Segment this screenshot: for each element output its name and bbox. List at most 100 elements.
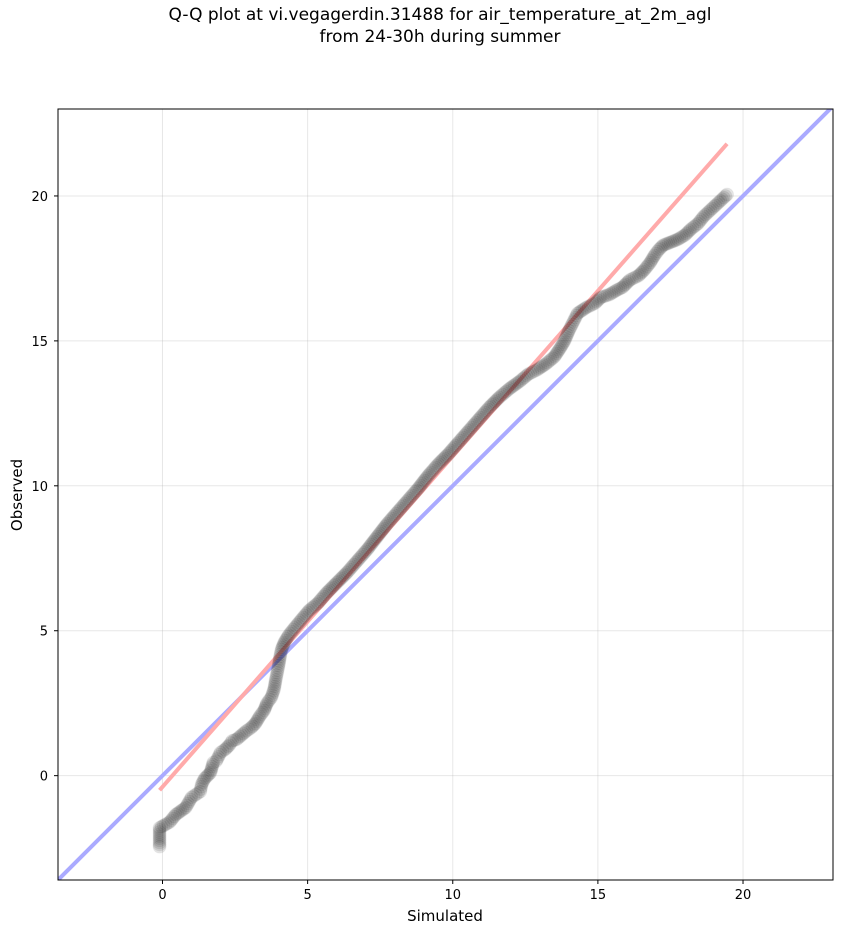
data-point — [334, 571, 349, 586]
data-point — [466, 418, 481, 433]
data-point — [380, 516, 395, 531]
data-point — [701, 204, 716, 219]
data-point — [480, 402, 495, 417]
data-point — [347, 557, 362, 572]
data-point — [394, 499, 409, 514]
data-point — [460, 425, 475, 440]
data-point — [504, 380, 519, 395]
data-point — [305, 600, 320, 615]
data-point — [374, 524, 389, 539]
data-point — [641, 257, 656, 272]
data-point — [611, 282, 626, 297]
data-point — [555, 337, 570, 352]
data-point — [267, 681, 282, 696]
data-point — [262, 692, 277, 707]
data-point — [182, 794, 197, 809]
data-point — [203, 765, 218, 780]
y-axis-label: Observed — [8, 459, 26, 531]
data-point — [550, 344, 565, 359]
data-point — [409, 483, 424, 498]
data-point — [370, 529, 385, 544]
data-point — [581, 299, 596, 314]
data-point — [354, 549, 369, 564]
data-point — [631, 268, 646, 283]
data-point — [339, 565, 354, 580]
data-point — [232, 729, 247, 744]
data-point — [450, 436, 465, 451]
data-point — [619, 275, 634, 290]
data-point — [613, 281, 628, 296]
data-point — [390, 504, 405, 519]
data-point — [375, 523, 390, 538]
data-point — [250, 712, 265, 727]
data-point — [653, 241, 668, 256]
data-point — [650, 244, 665, 259]
data-point — [490, 391, 505, 406]
data-point — [400, 493, 415, 508]
data-point — [241, 722, 256, 737]
data-point — [444, 443, 459, 458]
data-point — [272, 654, 287, 669]
data-point — [477, 405, 492, 420]
data-point — [273, 647, 288, 662]
y-tick-label: 0 — [40, 770, 48, 785]
data-point — [463, 422, 478, 437]
data-point — [158, 817, 173, 832]
data-point — [646, 250, 661, 265]
data-point — [695, 211, 710, 226]
data-point — [559, 329, 574, 344]
data-point — [418, 471, 433, 486]
data-point — [670, 232, 685, 247]
data-point — [484, 397, 499, 412]
data-point — [634, 265, 649, 280]
data-point — [651, 242, 666, 257]
data-point — [691, 216, 706, 231]
data-point — [315, 591, 330, 606]
data-point — [455, 430, 470, 445]
data-point — [371, 527, 386, 542]
data-point — [186, 788, 201, 803]
data-point — [342, 562, 357, 577]
data-point — [290, 617, 305, 632]
data-point — [454, 432, 469, 447]
data-point — [177, 801, 192, 816]
data-point — [422, 467, 437, 482]
data-point — [270, 663, 285, 678]
data-point — [257, 703, 272, 718]
data-point — [277, 635, 292, 650]
y-tick-label: 15 — [31, 335, 48, 350]
data-point — [458, 427, 473, 442]
data-point — [434, 454, 449, 469]
data-point — [692, 214, 707, 229]
data-point — [648, 246, 663, 261]
data-point — [165, 811, 180, 826]
data-point — [286, 622, 301, 637]
data-point — [560, 327, 575, 342]
data-point — [558, 331, 573, 346]
chart-title: Q-Q plot at vi.vegagerdin.31488 for air_… — [0, 4, 843, 48]
data-point — [570, 306, 585, 321]
data-point — [291, 615, 306, 630]
data-point — [341, 564, 356, 579]
data-point — [329, 575, 344, 590]
data-point — [271, 658, 286, 673]
data-point — [531, 361, 546, 376]
data-point — [432, 455, 447, 470]
data-point — [357, 545, 372, 560]
data-point — [173, 804, 188, 819]
data-point — [227, 733, 242, 748]
data-point — [700, 206, 715, 221]
chart-title-line-2: from 24-30h during summer — [319, 27, 561, 47]
data-point — [365, 536, 380, 551]
data-point — [178, 800, 193, 815]
data-point — [152, 827, 167, 842]
plot-area — [58, 109, 833, 880]
data-point — [266, 683, 281, 698]
data-point — [345, 559, 360, 574]
data-point — [326, 578, 341, 593]
data-point — [276, 637, 291, 652]
data-point — [355, 547, 370, 562]
data-point — [217, 742, 232, 757]
data-point — [505, 379, 520, 394]
grid — [58, 109, 833, 880]
